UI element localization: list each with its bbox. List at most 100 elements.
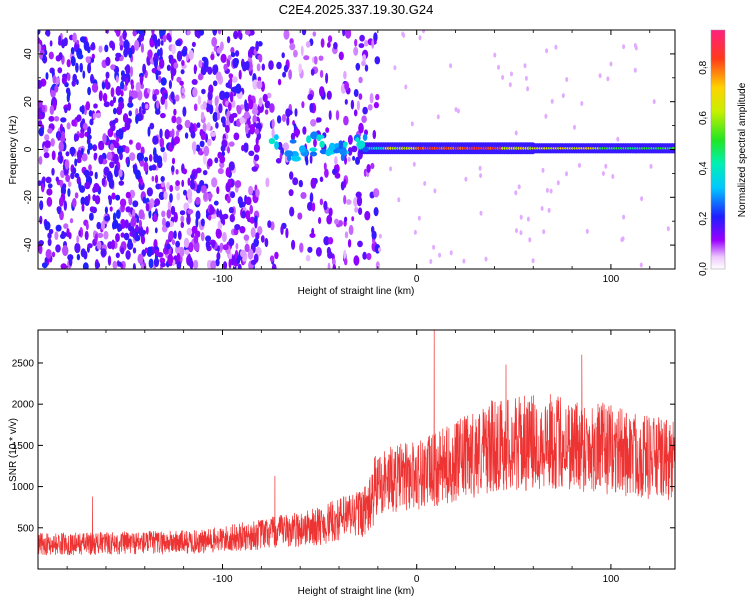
spectrogram-cell	[323, 236, 330, 246]
spectrogram-cell	[286, 116, 290, 126]
spectrogram-cell	[358, 43, 365, 49]
spectrogram-cell	[324, 168, 329, 178]
spectrogram-cell	[288, 189, 294, 197]
spectrogram-cell	[202, 122, 207, 132]
spectrogram-cell	[96, 241, 102, 250]
spectrogram-cell	[63, 223, 69, 229]
spectrogram-cell	[183, 189, 187, 196]
spectrogram-cell	[189, 259, 194, 269]
spectrogram-cell	[373, 207, 379, 217]
spectrogram-cell	[170, 66, 177, 77]
spectrogram-cell	[316, 117, 322, 123]
spectrogram-cell	[79, 106, 84, 113]
spectrogram-cell	[139, 106, 142, 115]
spectrogram-cell	[109, 100, 114, 107]
spectrogram-cell	[307, 246, 313, 253]
spectrogram-cell	[397, 197, 401, 203]
spectrogram-cell	[215, 122, 219, 129]
colorbar-tick-label: 0.6	[698, 111, 709, 125]
spectrogram-cell	[255, 232, 260, 240]
spectrogram-cell	[94, 233, 98, 244]
spectrogram-cell	[166, 181, 171, 190]
spectrogram-cell	[87, 148, 90, 155]
spectrogram-cell	[510, 71, 513, 77]
spectrogram-cell	[309, 154, 313, 164]
spectrogram-cell	[141, 102, 145, 110]
spectrogram-cell	[621, 236, 625, 242]
spectrogram-cell	[51, 167, 55, 176]
spectrogram-cell	[342, 30, 346, 37]
spectrogram-cell	[355, 191, 362, 199]
spectrogram-cell	[114, 164, 119, 176]
spectrogram-cell	[205, 240, 211, 250]
spectrogram-cell	[464, 176, 468, 182]
spectrogram-cell	[215, 258, 220, 267]
spectrogram-cell	[139, 159, 145, 167]
spectrogram-cell	[137, 90, 143, 101]
spectrogram-cell	[255, 40, 259, 52]
spectrogram-cell	[120, 218, 126, 227]
spectrogram-cell	[155, 69, 159, 81]
spectrogram-cell	[138, 219, 142, 228]
spectrogram-cell	[248, 99, 254, 110]
spectrogram-cell	[179, 210, 186, 216]
spectrogram-cell	[243, 234, 250, 241]
spectrogram-cell	[54, 85, 59, 93]
spectrogram-cell	[423, 181, 427, 186]
spectrogram-cell	[432, 244, 436, 250]
spectrogram-cell	[340, 154, 345, 162]
spectrogram-cell	[343, 257, 348, 266]
spectrogram-cell	[142, 63, 147, 75]
spectrogram-cell	[120, 80, 125, 90]
spectrogram-cell	[299, 242, 304, 253]
spectrogram-cell	[493, 52, 497, 58]
spectrogram-cell	[127, 241, 134, 250]
spectrogram-cell	[253, 144, 260, 153]
spectrogram-cell	[140, 235, 146, 245]
spectrogram-cell	[367, 104, 373, 111]
spectrogram-cell	[344, 99, 348, 105]
spectrogram-cell	[119, 35, 123, 43]
spectrogram-cell	[118, 224, 123, 232]
spectrogram-cell	[226, 36, 231, 44]
spectrogram-cell	[639, 262, 643, 268]
spectrogram-cell	[334, 143, 340, 148]
spectrogram-cell	[103, 101, 110, 108]
spectrogram-cell	[66, 73, 71, 81]
spectrogram-cell	[353, 255, 360, 266]
spectrogram-cell	[83, 40, 90, 52]
spectrogram-cell	[210, 53, 215, 61]
spectrogram-cell	[86, 134, 92, 140]
spectrogram-cell	[38, 79, 43, 89]
spectrogram-cell	[307, 93, 314, 101]
spectrogram-cell	[61, 230, 65, 237]
spectrogram-cell	[184, 249, 190, 255]
x-tick-label: -100	[212, 574, 232, 585]
spectrogram-cell	[462, 258, 466, 264]
spectrogram-cell	[181, 179, 185, 187]
spectrogram-cell	[93, 182, 100, 193]
spectrogram-cell	[45, 72, 49, 80]
spectrogram-cell	[90, 73, 94, 84]
spectrogram-cell	[180, 215, 185, 223]
spectrogram-cell	[230, 86, 236, 93]
spectrogram-cell	[38, 30, 41, 35]
spectrogram-cell	[417, 215, 421, 221]
spectrogram-cell	[327, 262, 331, 269]
spectrogram-cell	[110, 123, 116, 132]
spectrogram-cell	[666, 226, 670, 232]
spectrogram-cell	[152, 34, 158, 43]
spectrogram-cell	[299, 145, 306, 153]
spectrogram-cell	[303, 55, 310, 61]
spectrogram-cell	[327, 42, 331, 48]
spectrogram-cell	[201, 88, 206, 95]
spectrogram-cell	[42, 262, 48, 269]
spectrogram-cell	[188, 242, 194, 253]
spectrogram-cell	[174, 184, 180, 191]
spectrogram-cell	[166, 243, 171, 250]
spectrogram-cell	[297, 212, 303, 220]
spectrogram-cell	[98, 90, 103, 102]
spectrogram-cell	[456, 108, 460, 114]
spectrogram-cell	[112, 153, 119, 165]
spectrogram-cell	[128, 47, 133, 59]
